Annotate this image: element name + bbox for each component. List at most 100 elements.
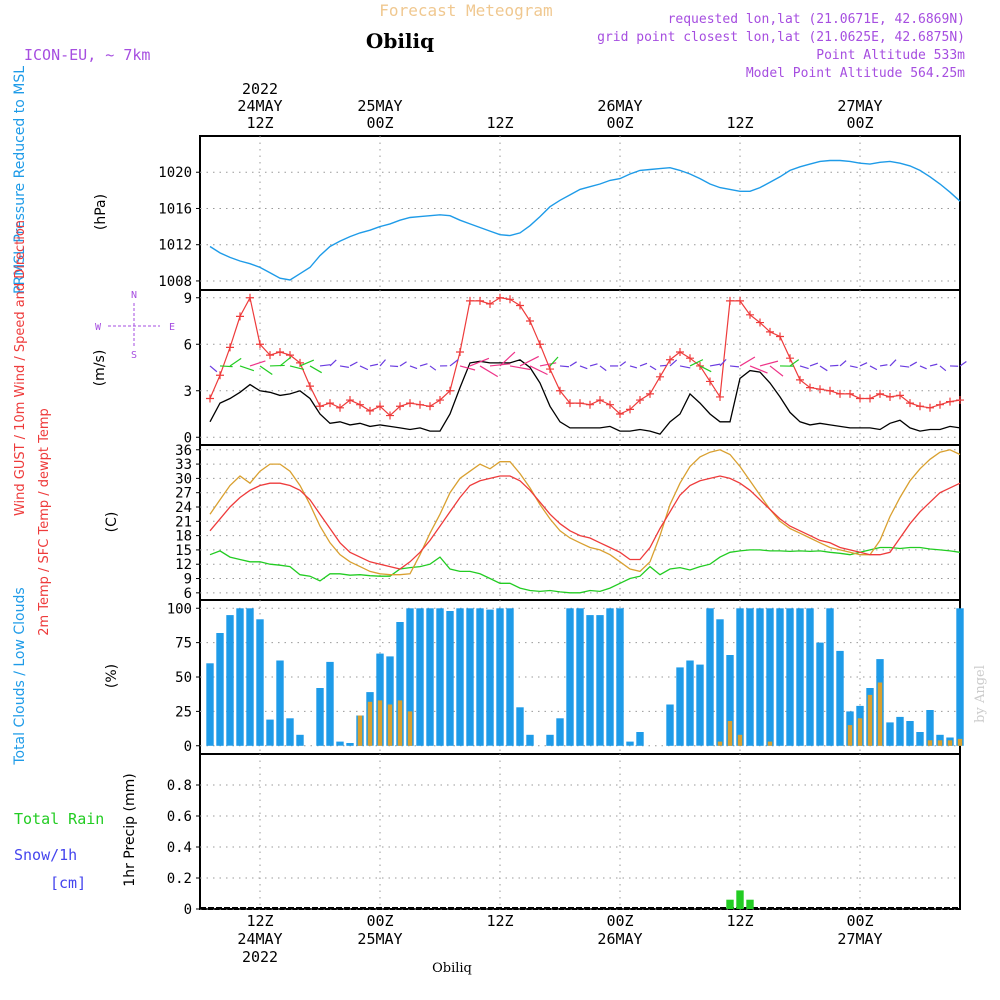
y-tick-label: 6 [184,337,192,353]
total-cloud-bar [566,608,574,746]
gust-point [876,389,884,398]
y-tick-label: 30 [175,471,192,487]
cloud-unit: (%) [104,664,120,688]
wind-arrow [429,365,437,371]
gust-point [396,402,404,411]
wind-arrow [629,365,638,369]
cloud-label: Total Clouds / Low Clouds [12,587,28,765]
wind-arrow [399,361,407,367]
total-cloud-bar [906,721,914,746]
wind-arrow [579,365,588,370]
wind-arrow [559,365,570,368]
gust-point [456,348,464,356]
gust-point [866,394,874,403]
wind-arrow [309,365,322,374]
wind-arrow [269,364,285,367]
low-cloud-bar [377,700,383,746]
gust-point [406,399,414,408]
gust-point [386,411,394,420]
total-cloud-bar [606,608,614,746]
gust-point [596,396,604,405]
wind-arrow [549,356,559,367]
wind-arrow [329,359,337,367]
wind-arrow [909,361,918,367]
wind-arrow [919,365,927,370]
y-tick-label: 6 [184,586,192,602]
gust-point [426,402,434,411]
total-cloud-bar [796,608,804,746]
wind-arrow [279,356,292,367]
gust-point [316,402,324,411]
wind-arrow [879,364,888,367]
y-tick-label: 0.2 [167,871,192,887]
compass-n: N [131,290,137,301]
gust-point [766,327,774,336]
gust-point [746,310,754,319]
wind-arrow [249,360,266,367]
gust-point [436,396,444,405]
bottom-time-label: 12Z [726,912,753,930]
gust-point [626,405,634,414]
dewpt-line [209,546,961,594]
gust-point [276,348,284,356]
panel-1: 0 3 6 9 [184,289,967,446]
low-cloud-bar [767,741,773,746]
y-tick-label: 1012 [158,238,192,254]
total-cloud-bar [406,608,414,746]
total-cloud-bar [546,734,554,746]
gust-point [816,385,824,394]
compass-e: E [169,322,175,333]
y-tick-label: 0.6 [167,809,192,825]
wind-arrow [219,365,233,368]
rain-bar [746,899,754,909]
low-cloud-bar [367,701,373,746]
low-cloud-bar [937,740,943,746]
wind-arrow [229,357,242,367]
wind-arrow [519,355,539,367]
gust-point [856,394,864,403]
gust-point [656,372,664,381]
total-cloud-bar [336,741,344,746]
wind-arrow [689,359,704,367]
requested-coords: requested lon,lat (21.0671E, 42.6869N) [668,12,965,27]
gust-point [796,375,804,384]
wind-arrow [649,365,657,371]
y-tick-label: 36 [175,443,192,459]
wind-arrow [729,365,740,368]
top-time-label: 25MAY [357,97,402,115]
temp-label: 2m Temp / SFC Temp / dewpt Temp [37,408,52,636]
gust-point [356,400,364,409]
low-cloud-bar [357,715,363,746]
total-cloud-bar [636,732,644,746]
low-cloud-bar [877,682,883,746]
gust-point [616,410,624,418]
total-cloud-bar [526,734,534,746]
wind-arrow [839,360,847,367]
gust-point [686,354,694,363]
wind-arrow [889,359,897,367]
total-cloud-bar [746,608,754,746]
total-cloud-bar [626,741,634,746]
precip-unit: 1hr Precip (mm) [122,773,138,886]
total-cloud-bar [826,608,834,746]
y-tick-label: 0.4 [167,840,192,856]
total-cloud-bar [386,656,394,746]
total-cloud-bar [476,608,484,746]
total-cloud-bar [506,608,514,746]
gust-point [826,386,834,395]
top-time-label: 2022 [242,80,278,98]
gust-point [376,402,384,411]
gust-point [476,296,484,305]
y-tick-label: 33 [175,457,192,473]
wind-arrow [959,360,967,367]
wind-arrow [899,365,910,368]
wind-arrow [419,363,428,367]
y-tick-label: 21 [175,514,192,530]
top-time-label: 00Z [606,114,633,132]
low-cloud-bar [727,721,733,746]
y-tick-label: 0.8 [167,778,192,794]
gust-point [896,391,904,400]
gust-point [726,296,734,305]
